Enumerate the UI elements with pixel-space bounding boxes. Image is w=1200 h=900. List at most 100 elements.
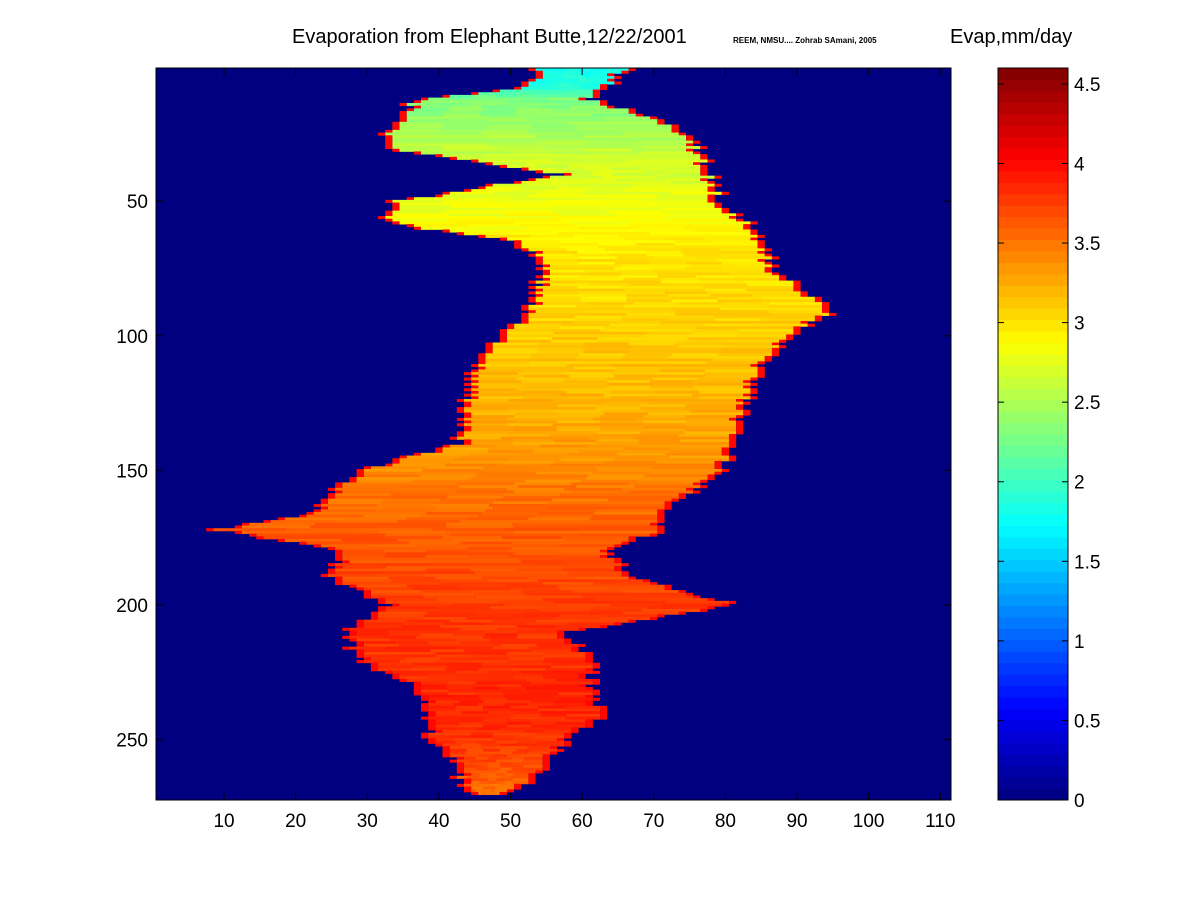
heatmap-plot	[156, 68, 951, 800]
shoreline-cell	[571, 649, 579, 653]
heatmap-cell	[483, 705, 518, 709]
heatmap-cell	[419, 474, 484, 478]
heatmap-cell	[535, 78, 554, 82]
shoreline-cell	[320, 501, 328, 505]
shoreline-cell	[607, 552, 615, 556]
heatmap-cell	[561, 102, 601, 107]
shoreline-cell	[793, 283, 801, 287]
shoreline-cell	[356, 471, 364, 475]
heatmap-cell	[727, 256, 772, 260]
heatmap-cell	[712, 242, 758, 247]
heatmap-cell	[511, 547, 564, 551]
heatmap-cell	[578, 70, 598, 74]
heatmap-cell	[530, 681, 566, 685]
heatmap-cell	[516, 740, 544, 744]
heatmap-cell	[449, 444, 503, 448]
heatmap-cell	[516, 665, 559, 669]
heatmap-cell	[707, 283, 755, 287]
heatmap-cell	[535, 280, 585, 284]
heatmap-cell	[502, 202, 561, 206]
heatmap-cell	[503, 695, 536, 699]
heatmap-cell	[586, 277, 632, 281]
shoreline-cell	[349, 633, 357, 637]
shoreline-cell	[471, 374, 479, 378]
heatmap-cell	[697, 388, 751, 392]
heatmap-cell	[652, 172, 681, 177]
shoreline-cell	[449, 759, 457, 763]
heatmap-cell	[537, 705, 573, 709]
heatmap-cell	[516, 748, 541, 752]
heatmap-cell	[596, 423, 648, 427]
heatmap-cell	[495, 789, 507, 793]
heatmap-cell	[502, 643, 544, 647]
heatmap-cell	[650, 471, 715, 475]
heatmap-cell	[462, 730, 491, 734]
heatmap-cell	[378, 525, 454, 529]
heatmap-cell	[416, 544, 472, 548]
heatmap-cell	[752, 323, 808, 327]
heatmap-cell	[436, 608, 496, 613]
heatmap-cell	[600, 425, 651, 430]
heatmap-cell	[554, 81, 575, 85]
shoreline-cell	[557, 633, 565, 637]
shoreline-cell	[335, 557, 343, 561]
heatmap-cell	[717, 296, 770, 300]
heatmap-cell	[557, 603, 617, 607]
heatmap-cell	[529, 366, 581, 370]
heatmap-cell	[483, 716, 518, 720]
colorbar-swatch	[998, 742, 1068, 755]
shoreline-cell	[600, 100, 608, 104]
heatmap-cell	[498, 229, 555, 233]
heatmap-cell	[617, 366, 670, 370]
shoreline-cell	[592, 94, 601, 98]
heatmap-cell	[463, 423, 516, 427]
heatmap-cell	[535, 68, 558, 72]
heatmap-cell	[456, 638, 498, 642]
heatmap-cell	[468, 102, 507, 107]
shoreline-cell	[657, 520, 665, 524]
heatmap-cell	[385, 216, 449, 220]
heatmap-cell	[405, 657, 448, 661]
heatmap-cell	[557, 207, 617, 212]
heatmap-cell	[517, 108, 560, 112]
heatmap-cell	[485, 186, 529, 190]
heatmap-cell	[456, 759, 478, 763]
shoreline-cell	[736, 425, 744, 430]
heatmap-cell	[626, 191, 678, 195]
shoreline-cell	[585, 657, 593, 661]
heatmap-cell	[537, 164, 577, 168]
heatmap-cell	[467, 549, 517, 553]
heatmap-cell	[559, 245, 605, 249]
heatmap-cell	[385, 606, 445, 610]
heatmap-cell	[384, 549, 433, 553]
heatmap-cell	[392, 213, 456, 217]
shoreline-cell	[463, 372, 472, 376]
heatmap-cell	[631, 135, 686, 139]
heatmap-cell	[607, 210, 669, 214]
shoreline-cell	[542, 754, 550, 758]
heatmap-cell	[455, 740, 484, 744]
heatmap-cell	[600, 329, 654, 333]
heatmap-cell	[400, 485, 467, 489]
shoreline-cell	[406, 224, 414, 228]
heatmap-cell	[643, 415, 694, 419]
heatmap-cell	[421, 684, 454, 688]
heatmap-cell	[591, 113, 636, 117]
heatmap-cell	[463, 770, 482, 774]
shoreline-cell	[736, 423, 744, 427]
y-tick-label: 50	[127, 192, 148, 213]
colorbar-swatch	[998, 365, 1068, 378]
heatmap-cell	[751, 294, 801, 298]
heatmap-cell	[428, 703, 461, 707]
heatmap-cell	[399, 127, 451, 131]
shoreline-cell	[793, 329, 801, 333]
heatmap-cell	[463, 765, 484, 769]
shoreline-cell	[514, 181, 522, 185]
shoreline-cell	[800, 291, 808, 295]
shoreline-cell	[428, 721, 436, 726]
heatmap-cell	[517, 113, 562, 117]
heatmap-cell	[576, 132, 632, 136]
heatmap-cell	[614, 156, 661, 160]
heatmap-cell	[474, 770, 493, 774]
shoreline-cell	[585, 700, 593, 704]
